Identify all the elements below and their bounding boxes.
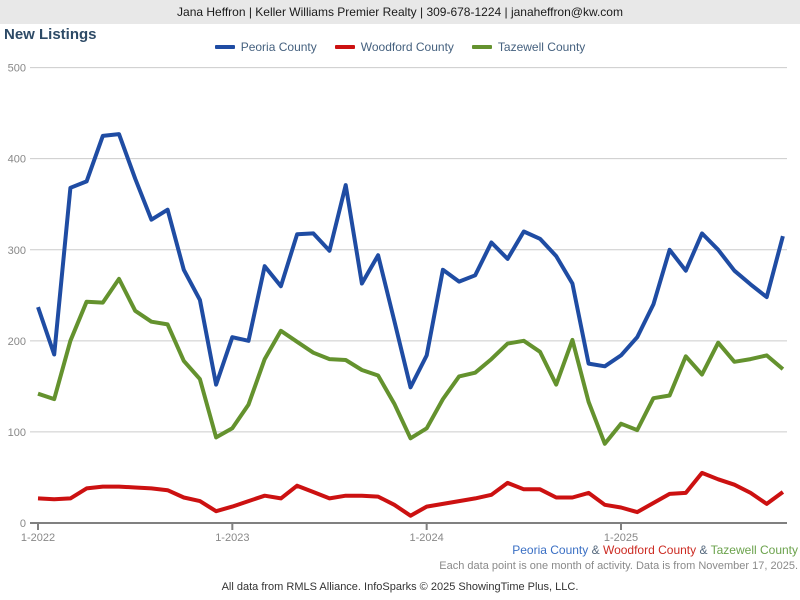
legend-item-tazewell: Tazewell County	[471, 40, 586, 54]
x-axis-label-1-2023: 1-2023	[215, 532, 249, 544]
footer-amp-1: &	[591, 543, 600, 557]
tazewell-line-swatch-icon	[471, 45, 492, 49]
y-axis-label-100: 100	[8, 427, 26, 439]
y-axis-label-500: 500	[8, 63, 26, 75]
legend-item-peoria: Peoria County	[214, 40, 317, 54]
x-axis-label-1-2022: 1-2022	[21, 532, 55, 544]
legend: Peoria County Woodford County Tazewell C…	[0, 40, 800, 54]
footer-county-tazewell: Tazewell County	[710, 543, 798, 557]
y-axis-label-0: 0	[20, 518, 26, 530]
footer-county-woodford: Woodford County	[602, 543, 697, 557]
footer-note: Each data point is one month of activity…	[439, 560, 798, 572]
page-title: New Listings	[4, 26, 97, 43]
y-axis-label-400: 400	[8, 154, 26, 166]
peoria-county-line	[36, 132, 785, 390]
legend-label-peoria: Peoria County	[240, 40, 317, 54]
woodford-line-swatch-icon	[334, 45, 355, 49]
legend-item-woodford: Woodford County	[334, 40, 454, 54]
footer-county-line: Peoria County & Woodford County & Tazewe…	[512, 543, 798, 557]
peoria-line-swatch-icon	[214, 45, 235, 49]
legend-label-woodford: Woodford County	[360, 40, 454, 54]
y-axis-label-300: 300	[8, 245, 26, 257]
x-axis-label-1-2025: 1-2025	[604, 532, 638, 544]
footer-amp-2: &	[699, 543, 708, 557]
y-axis-label-200: 200	[8, 336, 26, 348]
woodford-county-line	[37, 470, 785, 518]
legend-label-tazewell: Tazewell County	[497, 40, 586, 54]
header-contact-text: Jana Heffron | Keller Williams Premier R…	[177, 5, 623, 19]
x-axis-label-1-2024: 1-2024	[410, 532, 444, 544]
header-bar: Jana Heffron | Keller Williams Premier R…	[0, 0, 800, 24]
tazewell-county-line	[37, 276, 785, 446]
footer-attribution: All data from RMLS Alliance. InfoSparks …	[221, 581, 579, 593]
footer-county-peoria: Peoria County	[512, 543, 589, 557]
